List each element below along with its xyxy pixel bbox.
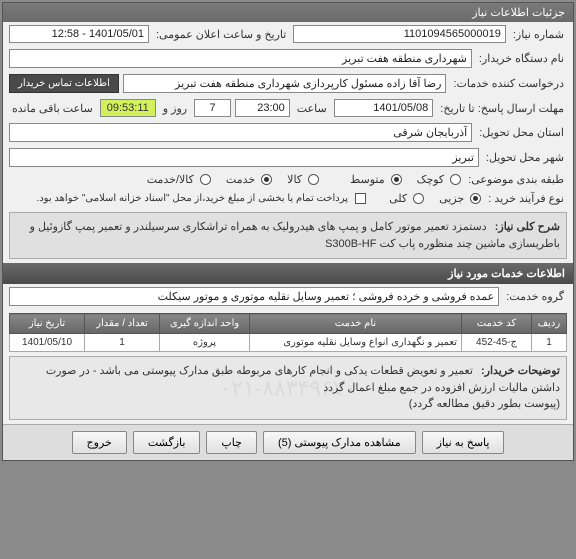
description-box: ۰۲۱-۸۸۳۴۹۶۷۰ توضیحات خریدار: تعمیر و تعو… [9, 356, 567, 420]
attachments-button[interactable]: مشاهده مدارک پیوستی (5) [263, 431, 416, 454]
payment-note: پرداخت تمام یا بخشی از مبلغ خرید،از محل … [33, 193, 351, 204]
category-label: طبقه بندی موضوعی: [465, 173, 567, 186]
requester-field: رضا آقا زاده مسئول کارپردازی شهرداری منط… [123, 74, 447, 93]
exit-button[interactable]: خروج [72, 431, 127, 454]
cell-qty: 1 [85, 334, 160, 352]
service-group-label: گروه خدمت: [503, 290, 567, 303]
opt-service: خدمت [223, 173, 258, 186]
city-field: تبریز [9, 148, 479, 167]
cell-name: تعمیر و نگهداری انواع وسایل نقلیه موتوری [250, 334, 462, 352]
radio-partial[interactable] [470, 193, 481, 204]
th-name: نام خدمت [250, 314, 462, 334]
th-row: ردیف [532, 314, 567, 334]
service-group-field: عمده فروشی و خرده فروشی ؛ تعمیر وسایل نق… [9, 287, 499, 306]
cell-unit: پروژه [160, 334, 250, 352]
contact-button[interactable]: اطلاعات تماس خریدار [9, 74, 119, 93]
province-label: استان محل تحویل: [476, 126, 567, 139]
province-field: آذربایجان شرقی [9, 123, 472, 142]
announce-field: 1401/05/01 - 12:58 [9, 25, 149, 43]
opt-goods: کالا [284, 173, 305, 186]
radio-total[interactable] [413, 193, 424, 204]
treasury-checkbox[interactable] [355, 193, 366, 204]
radio-small[interactable] [450, 174, 461, 185]
keywords-box: شرح کلی نیاز: دستمزد تعمیر موتور کامل و … [9, 212, 567, 259]
cell-code: ج-45-452 [462, 334, 532, 352]
cell-date: 1401/05/10 [10, 334, 85, 352]
org-field: شهرداری منطقه هفت تبریز [9, 49, 472, 68]
purchase-type-label: نوع فرآیند خرید : [485, 192, 567, 205]
opt-both: کالا/خدمت [144, 173, 197, 186]
remaining-label: ساعت باقی مانده [9, 102, 96, 115]
announce-label: تاریخ و ساعت اعلان عمومی: [153, 28, 289, 41]
back-button[interactable]: بازگشت [133, 431, 201, 454]
keywords-text: دستمزد تعمیر موتور کامل و پمپ های هیدرول… [30, 221, 560, 250]
need-number-field: 1101094565000019 [293, 25, 505, 43]
desc-label: توضیحات خریدار: [481, 363, 560, 380]
th-unit: واحد اندازه گیری [160, 314, 250, 334]
radio-goods[interactable] [308, 174, 319, 185]
cell-idx: 1 [532, 334, 567, 352]
time-label: ساعت [294, 102, 330, 115]
radio-both[interactable] [200, 174, 211, 185]
keywords-label: شرح کلی نیاز: [495, 219, 560, 236]
days-label: روز و [160, 102, 190, 115]
opt-small: کوچک [414, 173, 448, 186]
th-code: کد خدمت [462, 314, 532, 334]
window-title: جزئیات اطلاعات نیاز [3, 3, 573, 22]
th-date: تاریخ نیاز [10, 314, 85, 334]
table-header-row: ردیف کد خدمت نام خدمت واحد اندازه گیری ت… [10, 314, 567, 334]
opt-medium: متوسط [347, 173, 388, 186]
requester-label: درخواست کننده خدمات: [450, 77, 567, 90]
footer-buttons: پاسخ به نیاز مشاهده مدارک پیوستی (5) چاپ… [3, 424, 573, 460]
deadline-label: مهلت ارسال پاسخ: تا تاریخ: [437, 102, 567, 115]
org-label: نام دستگاه خریدار: [476, 52, 567, 65]
table-row[interactable]: 1 ج-45-452 تعمیر و نگهداری انواع وسایل ن… [10, 334, 567, 352]
days-field: 7 [194, 99, 231, 117]
radio-medium[interactable] [391, 174, 402, 185]
services-table: ردیف کد خدمت نام خدمت واحد اندازه گیری ت… [9, 313, 567, 352]
deadline-time-field: 23:00 [235, 99, 290, 117]
print-button[interactable]: چاپ [206, 431, 257, 454]
opt-total: کلی [386, 192, 410, 205]
th-qty: تعداد / مقدار [85, 314, 160, 334]
services-header: اطلاعات خدمات مورد نیاز [3, 263, 573, 284]
need-number-label: شماره نیاز: [510, 28, 567, 41]
countdown: 09:53:11 [100, 99, 156, 117]
opt-partial: جزیی [436, 192, 467, 205]
city-label: شهر محل تحویل: [483, 151, 567, 164]
radio-service[interactable] [261, 174, 272, 185]
respond-button[interactable]: پاسخ به نیاز [422, 431, 505, 454]
deadline-date-field: 1401/05/08 [334, 99, 434, 117]
